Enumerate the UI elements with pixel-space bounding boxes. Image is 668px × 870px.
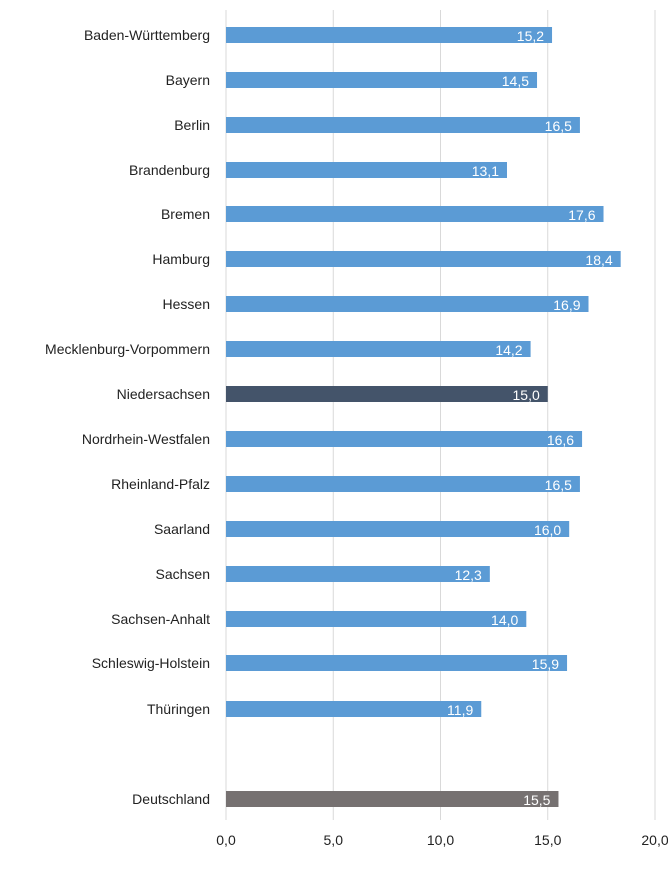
bar xyxy=(226,296,589,312)
category-label: Brandenburg xyxy=(129,162,210,178)
value-labels: 15,2 14,5 16,5 13,1 17,6 18,4 16,9 14,2 15,0 16,6… xyxy=(447,28,613,808)
value-label: 14,5 xyxy=(502,73,529,89)
value-label: 16,9 xyxy=(553,297,580,313)
value-label: 15,0 xyxy=(513,387,540,403)
category-label: Niedersachsen xyxy=(117,386,210,402)
category-labels: Baden-Württemberg Bayern Berlin Brandenburg… xyxy=(45,27,210,807)
bar xyxy=(226,386,548,402)
value-label: 17,6 xyxy=(568,207,595,223)
category-label: Deutschland xyxy=(132,791,210,807)
category-label: Hessen xyxy=(163,296,210,312)
bar xyxy=(226,521,570,537)
category-label: Rheinland-Pfalz xyxy=(111,476,210,492)
category-label: Sachsen-Anhalt xyxy=(111,611,210,627)
category-label: Baden-Württemberg xyxy=(84,27,210,43)
x-tick-label: 20,0 xyxy=(641,832,668,848)
bars xyxy=(226,27,621,807)
value-label: 18,4 xyxy=(585,252,612,268)
bar xyxy=(226,431,583,447)
value-label: 12,3 xyxy=(455,567,482,583)
category-label: Bremen xyxy=(161,206,210,222)
value-label: 15,2 xyxy=(517,28,544,44)
bar xyxy=(226,206,604,222)
bar xyxy=(226,117,580,133)
value-label: 16,0 xyxy=(534,522,561,538)
bar xyxy=(226,72,538,88)
bar xyxy=(226,701,482,717)
value-label: 15,5 xyxy=(523,792,550,808)
value-label: 15,9 xyxy=(532,656,559,672)
x-tick-label: 5,0 xyxy=(324,832,344,848)
category-label: Nordrhein-Westfalen xyxy=(82,431,210,447)
x-axis-tick-labels: 0,0 5,0 10,0 15,0 20,0 xyxy=(216,832,668,848)
category-label: Bayern xyxy=(166,72,210,88)
value-label: 14,2 xyxy=(495,342,522,358)
bar xyxy=(226,476,580,492)
category-label: Saarland xyxy=(154,521,210,537)
bar xyxy=(226,341,531,357)
value-label: 16,5 xyxy=(545,118,572,134)
x-tick-label: 10,0 xyxy=(427,832,454,848)
category-label: Hamburg xyxy=(152,251,210,267)
value-label: 16,5 xyxy=(545,477,572,493)
value-label: 14,0 xyxy=(491,612,518,628)
bar xyxy=(226,27,553,43)
value-label: 16,6 xyxy=(547,432,574,448)
category-label: Schleswig-Holstein xyxy=(92,655,210,671)
category-label: Thüringen xyxy=(147,701,210,717)
category-label: Sachsen xyxy=(156,566,210,582)
value-label: 11,9 xyxy=(447,702,473,718)
x-tick-label: 0,0 xyxy=(216,832,236,848)
bar xyxy=(226,611,527,627)
bar xyxy=(226,655,568,671)
category-label: Mecklenburg-Vorpommern xyxy=(45,341,210,357)
bar xyxy=(226,162,507,178)
bar xyxy=(226,791,559,807)
bar xyxy=(226,566,490,582)
x-tick-label: 15,0 xyxy=(534,832,561,848)
bar xyxy=(226,251,621,267)
value-label: 13,1 xyxy=(472,163,499,179)
category-label: Berlin xyxy=(174,117,210,133)
grid-lines xyxy=(225,10,656,820)
